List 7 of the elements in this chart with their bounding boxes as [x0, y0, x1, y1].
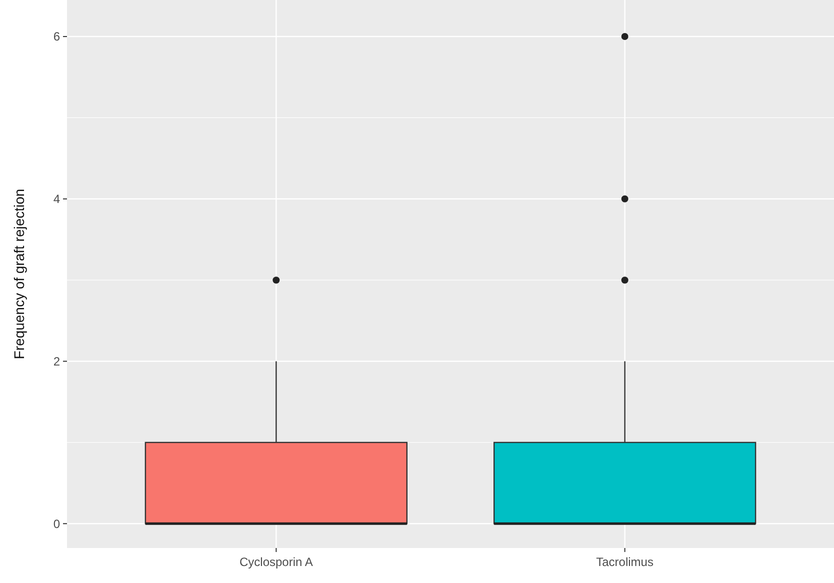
y-tick-label: 2 [53, 354, 60, 368]
y-tick-label: 0 [53, 516, 60, 531]
x-tick-label: Cyclosporin A [239, 555, 313, 569]
y-tick-label: 6 [53, 30, 60, 44]
y-tick-label: 4 [53, 192, 60, 206]
x-tick-label: Tacrolimus [596, 555, 654, 569]
y-axis-title: Frequency of graft rejection [11, 188, 27, 360]
